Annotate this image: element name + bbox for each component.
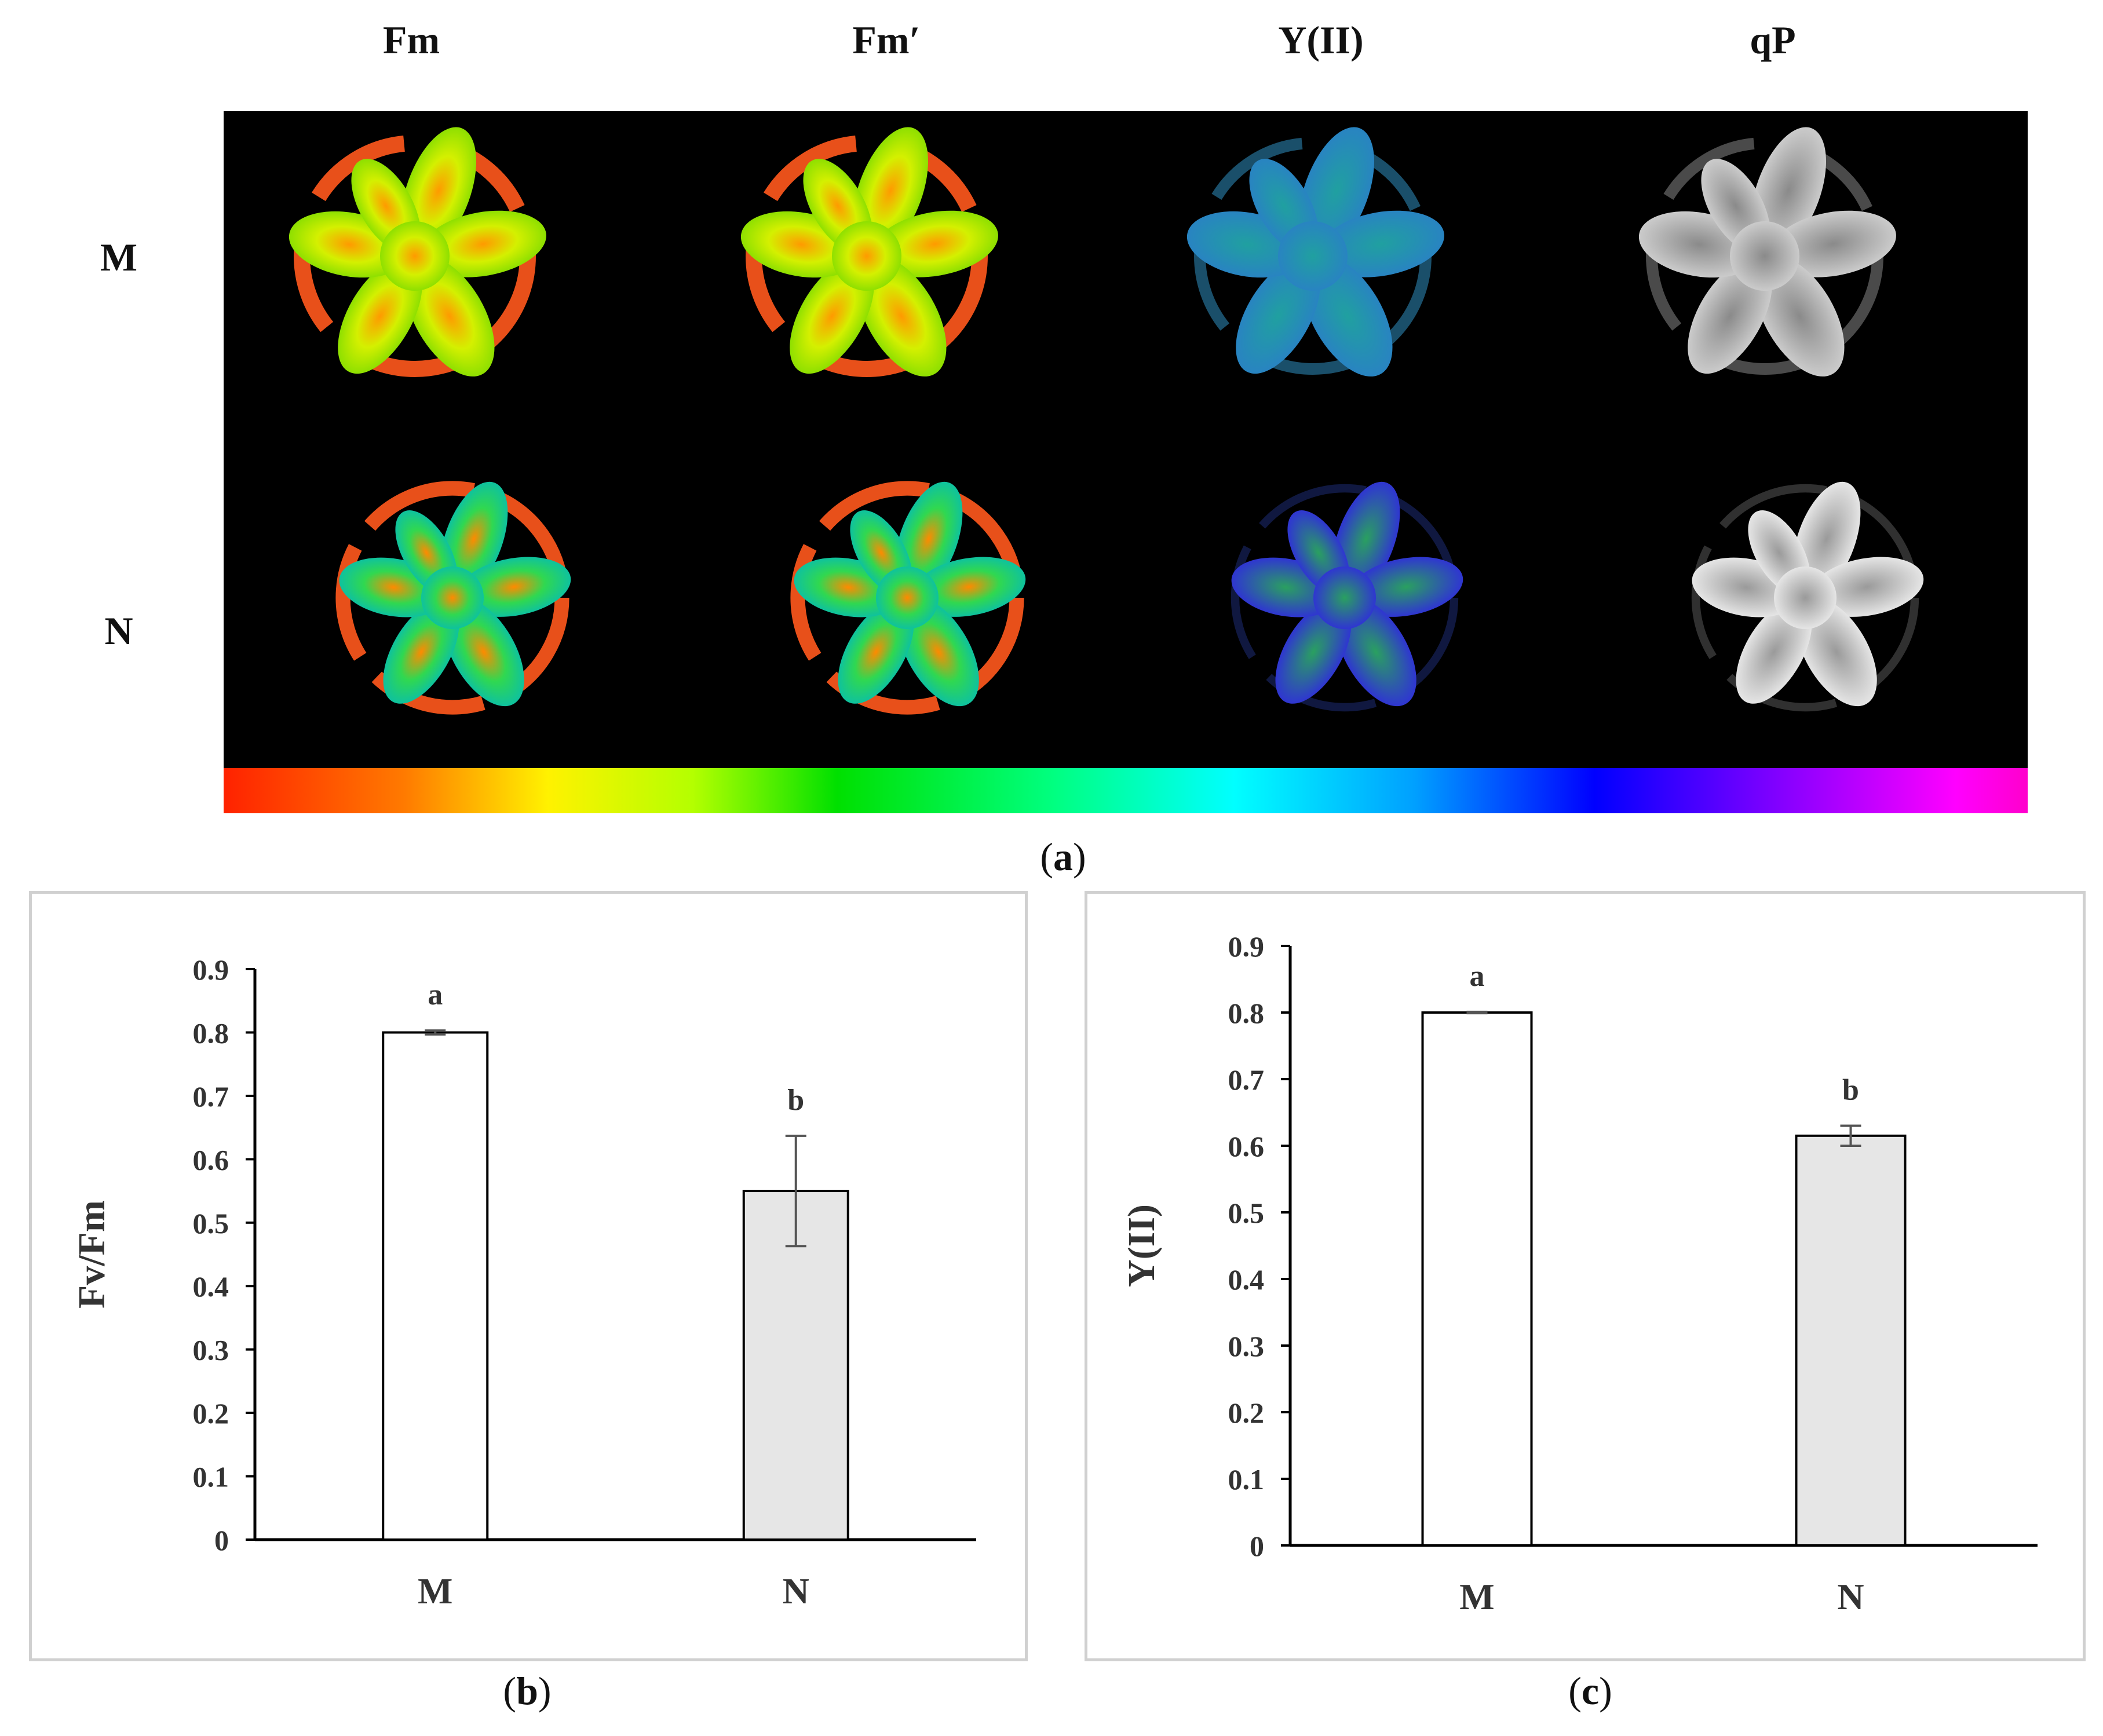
chart-yii: 0 0.1 0.2 0.3 0.4 0.5 0.6 0.7 0.8 0.9 a Mb N Y(II)	[1120, 930, 2038, 1617]
column-header-fm-prime: Fm′	[852, 18, 921, 62]
significance-label: a	[428, 978, 443, 1011]
caption-c: (c)	[1568, 1669, 1612, 1713]
row-label-n: N	[104, 609, 133, 653]
bar-N	[1795, 1134, 1907, 1547]
y-tick-label: 0.2	[1228, 1397, 1265, 1429]
x-tick-label: N	[783, 1570, 809, 1611]
y-tick-label: 0.4	[193, 1270, 229, 1303]
x-tick-label: M	[418, 1570, 452, 1611]
column-header-fm: Fm	[382, 18, 440, 62]
column-header-yii: Y(II)	[1278, 18, 1364, 62]
rosette-m-fm-prime	[735, 117, 1004, 392]
fluorescence-image-panel	[224, 111, 2028, 768]
significance-label: b	[787, 1084, 804, 1117]
column-header-qp: qP	[1750, 18, 1796, 62]
fluorescence-images	[283, 117, 1929, 720]
y-tick-label: 0.5	[1228, 1197, 1265, 1229]
y-tick-label: 0.6	[193, 1143, 229, 1176]
caption-b: (b)	[503, 1669, 552, 1713]
bar-M	[1421, 1011, 1533, 1547]
rosette-n-qp	[1687, 473, 1929, 720]
color-scale-bar	[224, 768, 2028, 813]
y-tick-label: 0.7	[1228, 1063, 1265, 1096]
y-tick-label: 0.8	[193, 1017, 229, 1049]
y-tick-label: 0.5	[193, 1207, 229, 1240]
chart-fv-fm: 0 0.1 0.2 0.3 0.4 0.5 0.6 0.7 0.8 0.9 a Mb N Fv/Fm	[71, 953, 976, 1611]
y-tick-label: 0	[1250, 1530, 1264, 1562]
y-tick-label: 0.9	[193, 953, 229, 986]
significance-label: a	[1470, 960, 1485, 993]
y-tick-label: 0.3	[1228, 1330, 1265, 1362]
bar-M	[382, 1031, 489, 1541]
y-tick-label: 0.8	[1228, 997, 1265, 1029]
y-tick-label: 0.9	[1228, 930, 1265, 963]
x-tick-label: M	[1459, 1576, 1494, 1617]
y-tick-label: 0.1	[193, 1461, 229, 1493]
y-tick-label: 0.7	[193, 1080, 229, 1113]
row-label-m: M	[100, 235, 138, 279]
y-tick-label: 0	[214, 1524, 229, 1556]
rosette-m-fm	[283, 117, 552, 392]
rosette-m-qp	[1633, 117, 1902, 392]
rosette-n-fm	[334, 473, 576, 720]
rosette-n-fm-prime	[789, 473, 1031, 720]
bar-N	[742, 1190, 849, 1541]
caption-a: (a)	[1040, 835, 1086, 879]
significance-label: b	[1842, 1074, 1859, 1107]
y-tick-label: 0.6	[1228, 1130, 1265, 1163]
y-tick-label: 0.2	[193, 1397, 229, 1430]
y-axis-label: Y(II)	[1120, 1204, 1163, 1287]
x-tick-label: N	[1837, 1576, 1864, 1617]
y-tick-label: 0.3	[193, 1334, 229, 1366]
rosette-n-yii	[1226, 473, 1468, 720]
y-axis-label: Fv/Fm	[71, 1200, 113, 1309]
rosette-m-yii	[1181, 117, 1450, 392]
y-tick-label: 0.1	[1228, 1463, 1265, 1496]
y-tick-label: 0.4	[1228, 1263, 1265, 1296]
